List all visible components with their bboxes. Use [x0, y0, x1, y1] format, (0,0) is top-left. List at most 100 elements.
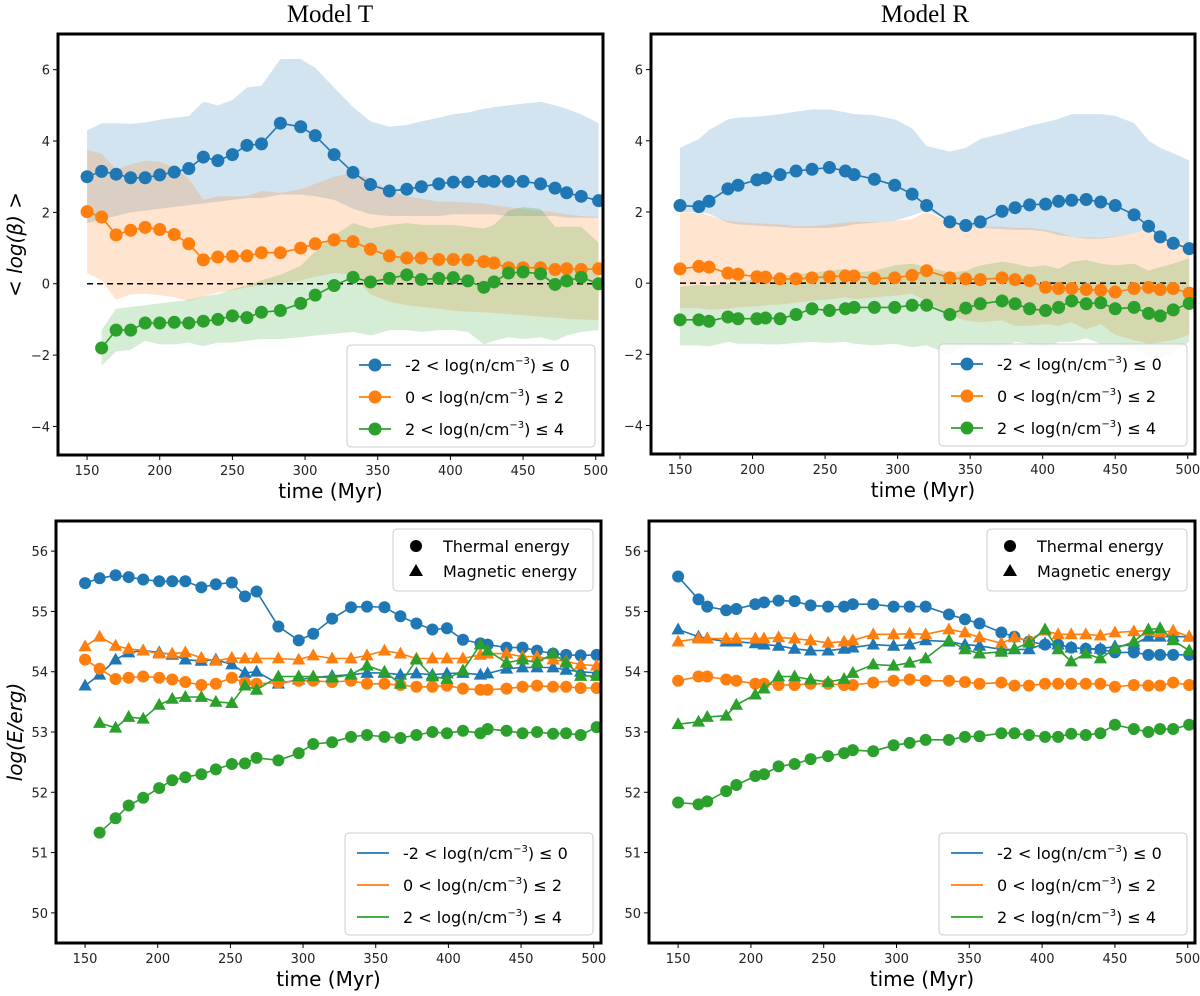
data-point-triangle — [1038, 622, 1052, 635]
data-point-circle — [516, 641, 529, 654]
data-point-circle — [673, 199, 687, 213]
data-point-circle — [308, 288, 322, 302]
data-point-circle — [153, 671, 166, 684]
data-point-circle — [1008, 297, 1022, 311]
data-point-triangle — [942, 622, 956, 635]
data-point-triangle — [1022, 635, 1036, 648]
data-point-triangle — [972, 646, 987, 659]
data-point-circle — [1023, 679, 1036, 692]
x-axis-label: time (Myr) — [278, 479, 382, 503]
data-point-circle — [1008, 727, 1021, 740]
data-point-circle — [720, 604, 733, 617]
data-point-circle — [1153, 283, 1167, 297]
data-point-triangle — [92, 715, 107, 728]
data-point-circle — [1079, 193, 1093, 207]
data-point-circle — [138, 316, 152, 330]
series-line-4 — [678, 723, 1190, 806]
data-point-circle — [461, 274, 475, 288]
data-point-circle — [973, 273, 987, 287]
data-point-circle — [574, 189, 588, 203]
data-point-circle — [919, 674, 932, 687]
legend-label: -2 < log(n/cm−3) ≤ 0 — [405, 356, 570, 375]
data-point-circle — [477, 280, 491, 294]
series-line-1 — [677, 628, 1190, 652]
legend-box — [986, 528, 1188, 592]
data-point-circle — [574, 270, 588, 284]
data-point-circle — [973, 297, 987, 311]
axes-frame — [647, 519, 1197, 945]
data-point-circle — [426, 623, 439, 636]
data-point-circle — [758, 768, 771, 781]
data-point-circle — [361, 729, 374, 742]
data-point-circle — [500, 682, 513, 695]
data-point-circle — [211, 154, 225, 168]
data-point-triangle — [1064, 654, 1078, 667]
y-tick-label: 4 — [635, 135, 643, 150]
data-point-circle — [153, 316, 167, 330]
data-point-circle — [122, 799, 135, 812]
data-point-circle — [195, 678, 208, 691]
data-point-circle — [153, 782, 166, 795]
legend-label: 0 < log(n/cm−3) ≤ 2 — [403, 876, 562, 895]
data-point-triangle — [918, 633, 933, 646]
x-tick-label: 450 — [511, 464, 536, 479]
data-point-circle — [109, 569, 122, 582]
legend-box — [938, 343, 1188, 447]
data-point-circle — [487, 174, 501, 188]
data-point-circle — [273, 116, 287, 130]
data-point-circle — [410, 617, 423, 630]
y-tick-label: 53 — [624, 726, 641, 741]
data-point-circle — [124, 323, 138, 337]
data-point-circle — [772, 760, 785, 773]
data-point-circle — [867, 300, 881, 314]
data-point-triangle — [377, 664, 392, 677]
data-point-circle — [382, 271, 396, 285]
data-point-circle — [887, 739, 900, 752]
data-point-circle — [225, 249, 239, 263]
data-point-circle — [592, 277, 603, 291]
y-tick-label: −4 — [31, 420, 50, 435]
data-point-triangle — [902, 637, 917, 650]
data-point-triangle — [1007, 641, 1022, 654]
data-point-circle — [574, 729, 587, 742]
legend-label: 0 < log(n/cm−3) ≤ 2 — [997, 876, 1156, 895]
data-point-circle — [846, 678, 859, 691]
panel-energy-model-t: 150 200 250 300 350 400 450 500 50 51 52 53 54 55 56 ti… — [3, 519, 606, 991]
data-point-circle — [225, 148, 239, 162]
data-point-triangle — [178, 645, 192, 658]
data-point-circle — [1182, 296, 1195, 310]
data-point-circle — [346, 270, 360, 284]
data-point-circle — [179, 675, 192, 688]
data-point-triangle — [271, 651, 286, 664]
data-point-circle — [1023, 198, 1037, 212]
plot-area — [78, 569, 601, 839]
data-point-triangle — [589, 668, 601, 681]
x-tick-label: 250 — [218, 952, 243, 967]
data-point-circle — [942, 608, 955, 621]
data-point-circle — [959, 301, 973, 315]
data-point-circle — [410, 729, 423, 742]
data-point-circle — [382, 184, 396, 198]
data-point-circle — [95, 341, 109, 355]
data-point-circle — [846, 598, 859, 611]
data-point-circle — [943, 307, 957, 321]
data-point-triangle — [771, 638, 786, 651]
data-point-triangle — [360, 665, 374, 678]
data-point-triangle — [958, 625, 972, 638]
data-point-circle — [487, 256, 501, 270]
column-title-model-t: Model T — [287, 1, 373, 28]
data-point-triangle — [691, 714, 706, 727]
x-tick-label: 350 — [365, 464, 390, 479]
data-point-circle — [414, 251, 428, 265]
panel-beta-model-r: 150 200 250 300 350 400 450 500 −4 −2 0 2 4 6 time (My… — [624, 32, 1200, 502]
data-point-triangle — [473, 637, 488, 650]
data-point-triangle — [1127, 634, 1141, 647]
data-point-circle — [414, 272, 428, 286]
data-point-circle — [958, 730, 971, 743]
data-point-circle — [721, 310, 735, 324]
data-point-circle — [502, 174, 516, 188]
data-point-triangle — [292, 669, 306, 682]
data-point-triangle — [671, 622, 685, 635]
data-point-circle — [721, 182, 735, 196]
data-point-triangle — [499, 646, 514, 659]
